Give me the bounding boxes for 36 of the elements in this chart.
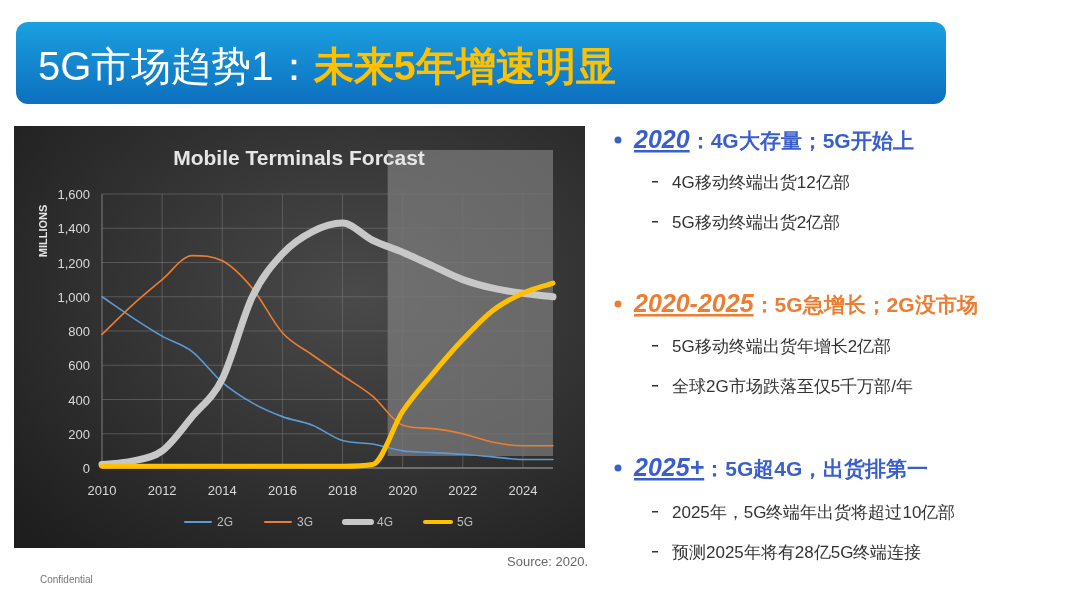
- x-tick-label: 2014: [207, 483, 237, 498]
- legend-label: 4G: [377, 515, 394, 529]
- x-tick-label: 2020: [388, 483, 418, 498]
- y-tick-label: 1,400: [57, 221, 90, 237]
- y-tick-label: 1,000: [57, 289, 90, 305]
- text: 全球2G市场跌落至仅5千万部/年: [672, 377, 913, 396]
- x-tick-label: 2024: [508, 483, 538, 498]
- y-tick-label: 600: [68, 358, 90, 374]
- x-tick-label: 2010: [87, 483, 117, 498]
- y-tick-label: 800: [68, 324, 90, 339]
- text: 预测2025年将有28亿5G终端连接: [672, 543, 922, 562]
- text: 2020：4G大存量；5G开始上: [633, 125, 914, 153]
- source-note: Source: 2020.: [507, 554, 588, 569]
- y-axis-title: MILLIONS: [37, 204, 49, 258]
- text: 5G移动终端出货2亿部: [672, 213, 841, 232]
- chart-title: Mobile Terminals Forcast: [173, 146, 425, 169]
- y-tick-label: 400: [68, 392, 90, 408]
- y-tick-label: 1,200: [57, 255, 90, 271]
- text: 2020-2025：5G急增长；2G没市场: [633, 289, 978, 317]
- text: 4G移动终端出货12亿部: [672, 173, 850, 192]
- line-series: [101, 254, 554, 447]
- chart-subtitle: 5G市场趋势1：未来5年增速明显: [38, 44, 616, 88]
- x-tick-label: 2016: [267, 483, 297, 498]
- text: 2025年，5G终端年出货将超过10亿部: [672, 503, 956, 522]
- x-tick-label: 2012: [147, 483, 177, 498]
- x-tick-label: 2022: [448, 483, 478, 498]
- legend-label: 3G: [297, 515, 314, 529]
- legend-label: 5G: [457, 515, 474, 529]
- y-tick-label: 1,600: [57, 187, 90, 202]
- y-tick-label: 0: [82, 461, 90, 476]
- text: Confidential: [40, 574, 93, 585]
- y-tick-label: 200: [68, 426, 90, 442]
- x-tick-label: 2018: [328, 483, 357, 498]
- text: 2025+：5G超4G，出货排第一: [633, 453, 929, 481]
- text: 5G移动终端出货年增长2亿部: [672, 337, 892, 356]
- legend-label: 2G: [217, 515, 234, 529]
